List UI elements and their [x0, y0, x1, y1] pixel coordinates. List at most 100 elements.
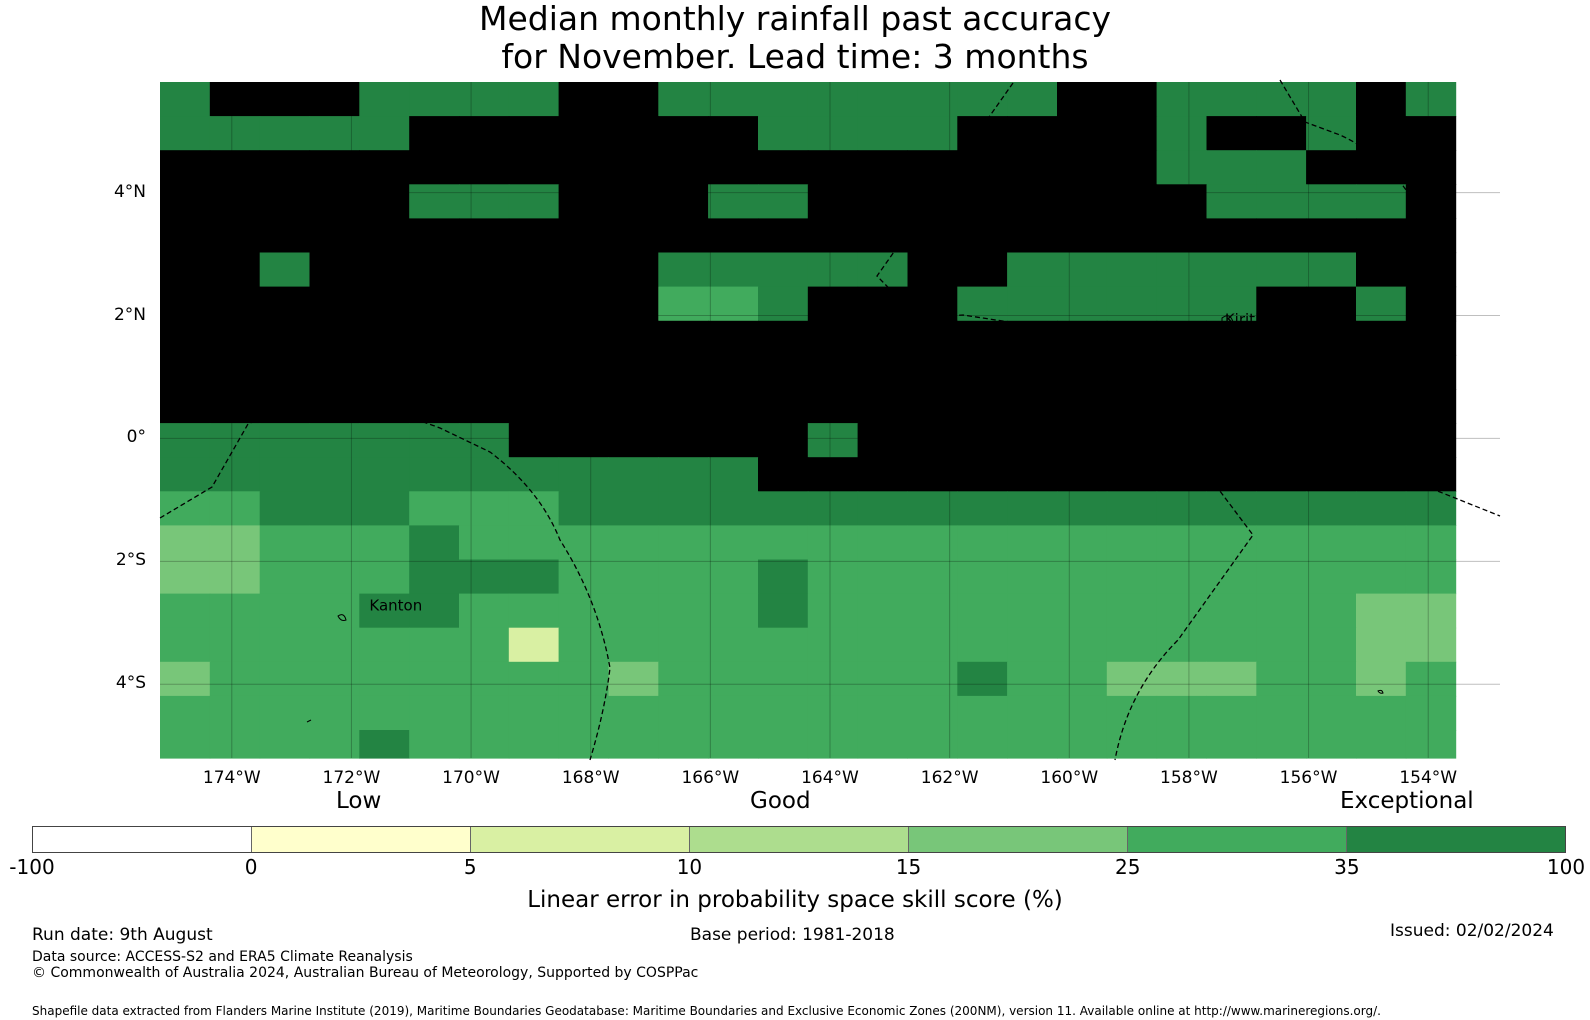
skill-cell — [708, 218, 759, 254]
skill-cell — [209, 389, 261, 424]
skill-cell — [907, 423, 958, 458]
skill-cell — [459, 82, 510, 117]
skill-cell — [558, 354, 609, 390]
skill-cell — [1057, 320, 1108, 356]
skill-cell — [209, 218, 261, 254]
skill-cell — [1156, 525, 1207, 561]
skill-cell — [309, 252, 360, 288]
skill-cell — [957, 252, 1008, 288]
skill-cell — [1256, 218, 1307, 254]
skill-cell — [907, 286, 958, 322]
skill-cell — [708, 423, 759, 458]
skill-cell — [758, 730, 809, 759]
skill-cell — [658, 354, 709, 390]
skill-cell — [409, 730, 460, 759]
skill-cell — [1256, 695, 1307, 731]
skill-cell — [409, 491, 460, 526]
skill-cell — [309, 695, 360, 731]
skill-cell — [1356, 150, 1407, 185]
skill-cell — [658, 389, 709, 424]
skill-cell — [309, 593, 360, 629]
skill-cell — [658, 252, 709, 288]
skill-cell — [857, 661, 908, 697]
eez-boundary-east — [1279, 79, 1501, 517]
skill-cell — [758, 116, 809, 151]
skill-cell — [160, 82, 211, 117]
colorbar-segment — [690, 827, 909, 852]
skill-cell — [409, 320, 460, 356]
skill-cell — [1007, 320, 1058, 356]
skill-cell — [558, 491, 609, 526]
skill-cell — [409, 354, 460, 390]
skill-cell — [1306, 559, 1357, 595]
skill-cell — [708, 286, 759, 322]
skill-cell — [209, 525, 261, 561]
eez-boundary-phoenix — [159, 405, 611, 761]
skill-cell — [1356, 457, 1407, 492]
skill-cell — [1306, 661, 1357, 697]
skill-cell — [758, 559, 809, 595]
skill-cell — [857, 389, 908, 424]
skill-cell — [1405, 593, 1457, 629]
skill-cell — [1405, 730, 1457, 759]
skill-cell — [1206, 150, 1257, 185]
skill-cell — [608, 286, 659, 322]
skill-cell — [558, 389, 609, 424]
skill-cell — [259, 730, 311, 759]
skill-cell — [309, 423, 360, 458]
skill-cell — [907, 730, 958, 759]
skill-cell — [259, 150, 311, 185]
skill-cell — [708, 661, 759, 697]
skill-cell — [409, 423, 460, 458]
skill-cell — [807, 730, 859, 759]
skill-cell — [309, 82, 360, 117]
skill-cell — [1007, 730, 1058, 759]
skill-cell — [1356, 82, 1407, 117]
skill-cell — [1007, 184, 1058, 219]
skill-cell — [209, 593, 261, 629]
skill-cell — [658, 593, 709, 629]
skill-cell — [1007, 354, 1058, 390]
skill-cell — [160, 218, 211, 254]
skill-cell — [508, 661, 560, 697]
skill-cell — [1405, 354, 1457, 390]
skill-cell — [1306, 491, 1357, 526]
skill-cell — [160, 389, 211, 424]
skill-cell — [807, 286, 859, 322]
skill-cell — [807, 150, 859, 185]
skill-cell — [1156, 218, 1207, 254]
skill-cell — [907, 184, 958, 219]
skill-cell — [957, 150, 1008, 185]
place-labels: Teraina Tabuaeran Kiritimati Kanton — [369, 137, 1293, 615]
colorbar-title: Linear error in probability space skill … — [527, 887, 1063, 913]
skill-cell — [508, 593, 560, 629]
skill-cell — [658, 695, 709, 731]
skill-cell — [558, 661, 609, 697]
skill-cell — [459, 423, 510, 458]
skill-cell — [1057, 695, 1108, 731]
skill-cell — [508, 218, 560, 254]
skill-cell — [857, 730, 908, 759]
skill-cell — [957, 661, 1008, 697]
skill-cell — [1057, 457, 1108, 492]
colorbar-tick-label: 15 — [895, 855, 922, 879]
skill-cell — [957, 218, 1008, 254]
skill-cell — [508, 559, 560, 595]
skill-cell — [708, 491, 759, 526]
skill-cell — [1106, 593, 1158, 629]
skill-cell — [1356, 730, 1407, 759]
skill-cell — [359, 389, 410, 424]
skill-cell — [1356, 218, 1407, 254]
colorbar-tick-label: 5 — [463, 855, 477, 879]
skill-cell — [1206, 184, 1257, 219]
skill-cell — [259, 218, 311, 254]
skill-cell — [409, 525, 460, 561]
skill-cell — [160, 150, 211, 185]
skill-cell — [1256, 389, 1307, 424]
skill-cell — [1356, 559, 1407, 595]
lon-tick-label: 170°W — [442, 768, 500, 788]
skill-cell — [1106, 286, 1158, 322]
skill-cell — [1206, 218, 1257, 254]
skill-cell — [807, 559, 859, 595]
skill-cell — [658, 320, 709, 356]
